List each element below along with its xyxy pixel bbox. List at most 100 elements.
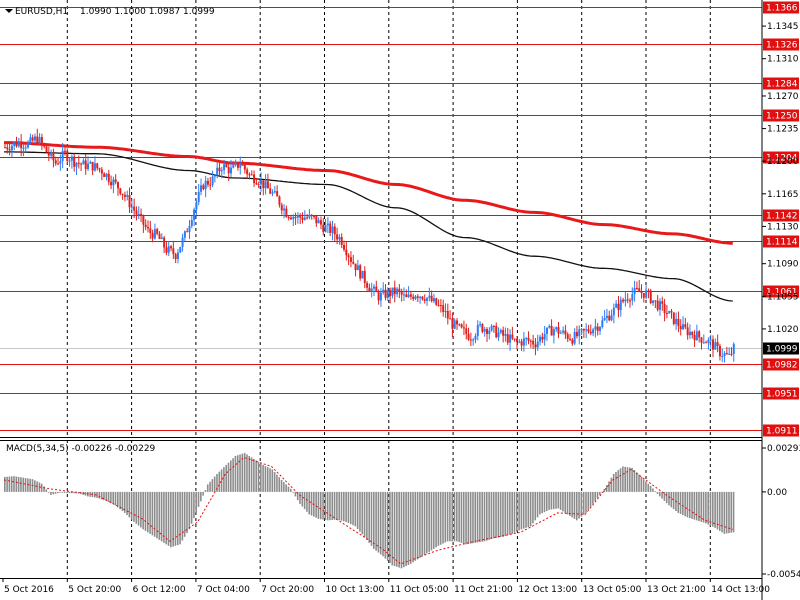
macd-histogram-bar <box>476 491 479 543</box>
candle-body <box>566 334 569 339</box>
macd-histogram-bar <box>306 491 308 512</box>
macd-histogram-bar <box>702 491 705 523</box>
macd-histogram-bar <box>114 491 117 506</box>
macd-histogram-bar <box>250 457 253 492</box>
macd-histogram-bar <box>17 476 20 492</box>
macd-histogram-bar <box>658 491 661 497</box>
candle-body <box>654 300 657 302</box>
price-axis-label: 1.1055 <box>767 292 799 302</box>
level-badge <box>763 38 799 51</box>
macd-histogram-bar <box>66 491 68 493</box>
candle-body <box>110 181 113 186</box>
candle-body <box>130 206 133 208</box>
macd-histogram-bar <box>400 491 403 569</box>
macd-histogram-bar <box>564 491 567 513</box>
time-axis-label: 5 Oct 20:00 <box>68 585 121 595</box>
candle-body <box>469 339 472 341</box>
candle-body <box>232 164 235 168</box>
candle-body <box>133 206 136 211</box>
horizontal-levels[interactable]: 1.13661.13261.12841.12501.12041.11421.11… <box>0 1 799 437</box>
macd-histogram-bar <box>705 491 707 524</box>
macd-histogram-bar <box>280 479 283 492</box>
candle-body <box>356 265 359 271</box>
candle-body <box>705 342 708 344</box>
macd-histogram-bar <box>529 491 532 527</box>
candle-body <box>716 342 719 346</box>
macd-histogram-bar <box>96 491 98 498</box>
macd-histogram-bar <box>283 482 285 492</box>
macd-histogram-bar <box>601 491 603 493</box>
macd-histogram-bar <box>649 485 652 492</box>
candle-body <box>587 329 590 332</box>
macd-histogram-bar <box>140 491 142 528</box>
macd-histogram-bar <box>467 491 470 544</box>
candle-body <box>73 156 76 167</box>
candle-body <box>27 142 30 148</box>
macd-histogram-bar <box>672 491 675 510</box>
candle-body <box>668 311 671 314</box>
macd-histogram-bar <box>216 473 218 492</box>
macd-histogram-bar <box>527 491 530 528</box>
macd-histogram-bar <box>728 491 730 534</box>
macd-histogram-bar <box>426 491 428 554</box>
macd-histogram-bar <box>107 491 110 503</box>
candle-body <box>68 160 71 162</box>
candle-body <box>317 220 320 224</box>
macd-histogram-bar <box>220 469 223 492</box>
macd-histogram-bar <box>50 491 52 495</box>
macd-histogram-bar <box>27 478 29 492</box>
candle-body <box>481 324 484 332</box>
candle-body <box>17 141 20 147</box>
macd-histogram-bar <box>45 489 48 492</box>
candle-body <box>96 163 99 169</box>
candle-body <box>626 299 629 301</box>
time-axis-label: 7 Oct 20:00 <box>261 585 314 595</box>
macd-histogram-bar <box>486 491 488 541</box>
candle-body <box>682 324 685 330</box>
time-axis-label: 11 Oct 05:00 <box>390 585 449 595</box>
level-badge-label: 1.0982 <box>766 361 798 371</box>
macd-histogram-bar <box>504 491 507 537</box>
candle-body <box>665 313 668 315</box>
macd-histogram-bar <box>550 491 553 510</box>
candle-body <box>497 332 500 338</box>
macd-histogram-bar <box>437 491 440 546</box>
candle-body <box>490 325 493 331</box>
candle-body <box>518 341 521 343</box>
macd-histogram-bar <box>200 491 202 502</box>
macd-axis-label: 0.00 <box>767 488 787 498</box>
macd-histogram-bar <box>276 474 278 492</box>
candle-body <box>209 184 212 186</box>
candle-body <box>248 174 251 176</box>
macd-histogram-bar <box>329 491 331 521</box>
candle-body <box>70 156 73 161</box>
macd-histogram-bar <box>511 491 513 534</box>
macd-histogram-bar <box>10 476 13 492</box>
macd-histogram-bar <box>287 486 290 492</box>
time-axis-label: 10 Oct 13:00 <box>326 585 385 595</box>
macd-histogram-bar <box>525 491 527 528</box>
candle-body <box>377 292 380 301</box>
candle-body <box>246 169 249 175</box>
candle-body <box>186 231 189 233</box>
macd-histogram-bar <box>319 491 322 520</box>
candle-body <box>656 300 659 310</box>
dropdown-triangle-icon[interactable] <box>5 9 13 13</box>
current-price-badge <box>763 342 799 355</box>
macd-histogram-bar <box>442 491 444 544</box>
candle-body <box>437 304 440 306</box>
macd-histogram-bar <box>592 491 594 504</box>
candle-body <box>698 331 701 338</box>
candle-body <box>156 229 159 234</box>
macd-histogram-bar <box>128 491 131 518</box>
candle-body <box>686 327 689 336</box>
candle-body <box>363 270 366 284</box>
macd-histogram-bar <box>227 462 230 492</box>
candle-body <box>45 146 48 153</box>
candle-body <box>679 325 682 330</box>
macd-histogram-bar <box>80 491 82 495</box>
candle-body <box>603 317 606 321</box>
macd-histogram-bar <box>197 491 200 507</box>
macd-histogram-bar <box>633 470 636 492</box>
